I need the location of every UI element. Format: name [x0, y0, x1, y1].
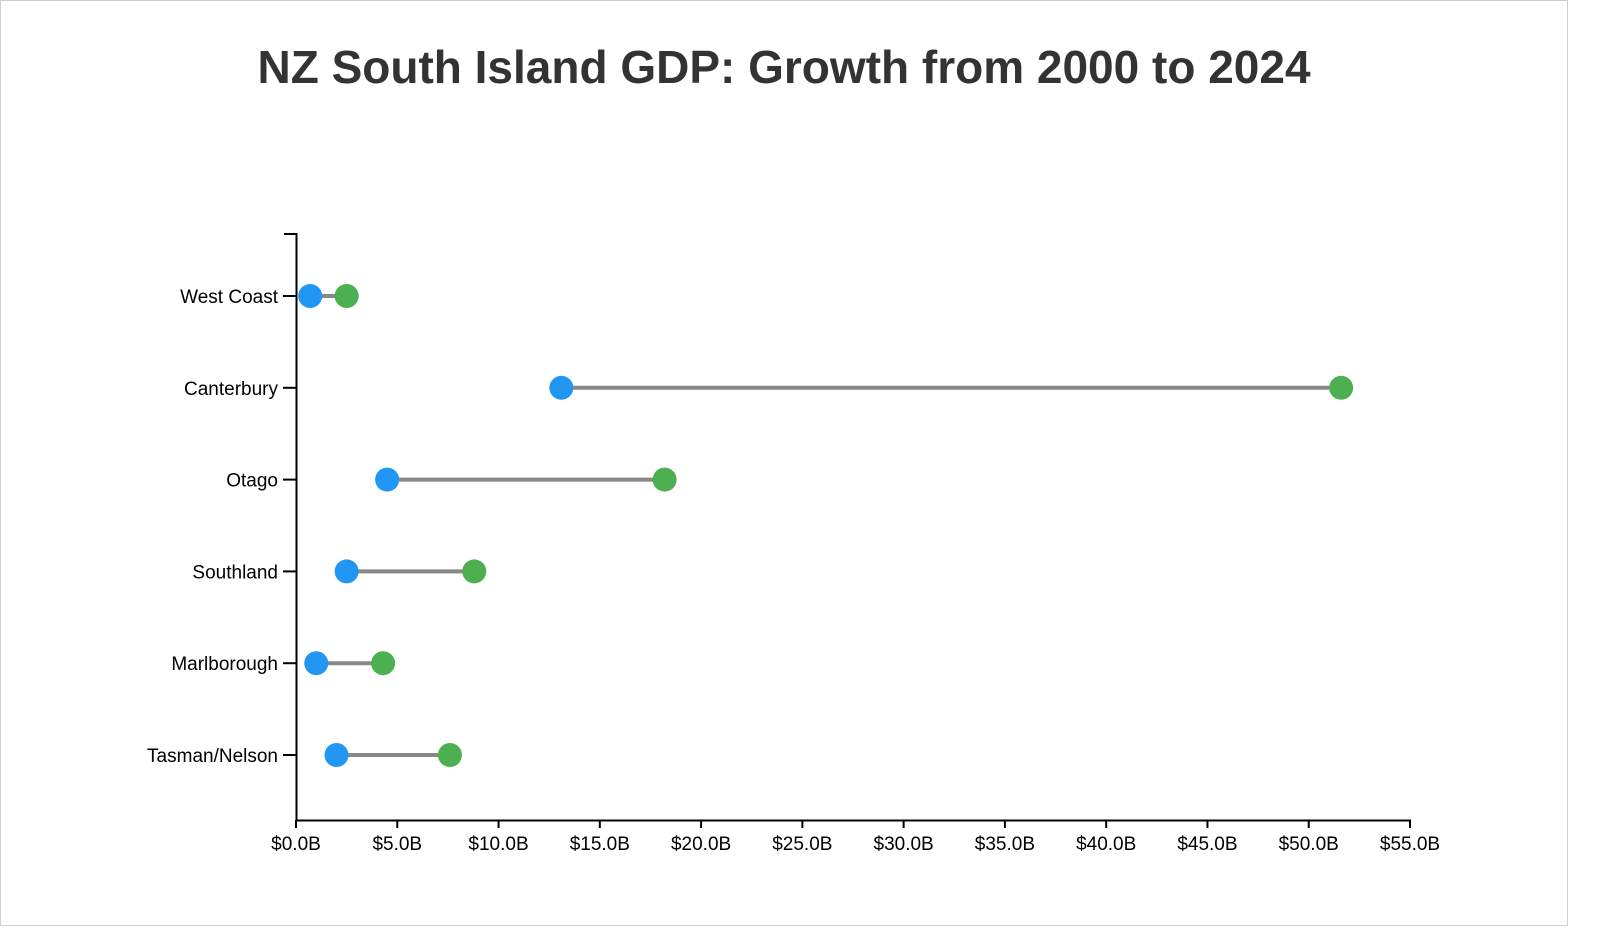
start-point	[298, 284, 323, 308]
y-tick-label: Otago	[226, 471, 278, 492]
start-point	[375, 467, 400, 492]
x-ticks: $0.0B $5.0B $10.0B $15.0B $20.0B $25.0B $30.0B…	[271, 820, 1440, 855]
end-point	[334, 284, 359, 308]
start-point	[304, 651, 329, 676]
y-axis	[284, 233, 298, 820]
x-tick-label: $55.0B	[1380, 834, 1440, 855]
x-tick-label: $40.0B	[1076, 834, 1136, 855]
x-tick-label: $35.0B	[975, 834, 1035, 855]
dumbbells	[298, 284, 1354, 767]
y-tick-label: Southland	[192, 562, 278, 583]
y-tick-label: West Coast	[180, 287, 279, 308]
y-tick-label: Marlborough	[171, 654, 278, 675]
end-point	[1329, 375, 1354, 400]
start-point	[324, 743, 349, 767]
chart-frame	[0, 0, 1568, 926]
start-point	[549, 375, 574, 400]
x-tick-label: $20.0B	[671, 834, 731, 855]
x-tick-label: $25.0B	[772, 834, 832, 855]
y-tick-label: Tasman/Nelson	[147, 746, 278, 767]
end-point	[462, 559, 487, 584]
x-tick-label: $45.0B	[1177, 834, 1237, 855]
x-tick-label: $5.0B	[372, 834, 422, 855]
y-ticks: West Coast Canterbury Otago Southland Marlbo…	[147, 287, 296, 767]
x-tick-label: $0.0B	[271, 834, 321, 855]
x-tick-label: $15.0B	[570, 834, 630, 855]
end-point	[437, 743, 462, 767]
start-point	[334, 559, 359, 584]
end-point	[371, 651, 396, 676]
x-tick-label: $50.0B	[1279, 834, 1339, 855]
y-tick-label: Canterbury	[184, 379, 278, 400]
x-tick-label: $30.0B	[874, 834, 934, 855]
x-tick-label: $10.0B	[468, 834, 528, 855]
chart-title: NZ South Island GDP: Growth from 2000 to…	[257, 41, 1311, 93]
end-point	[652, 467, 677, 492]
